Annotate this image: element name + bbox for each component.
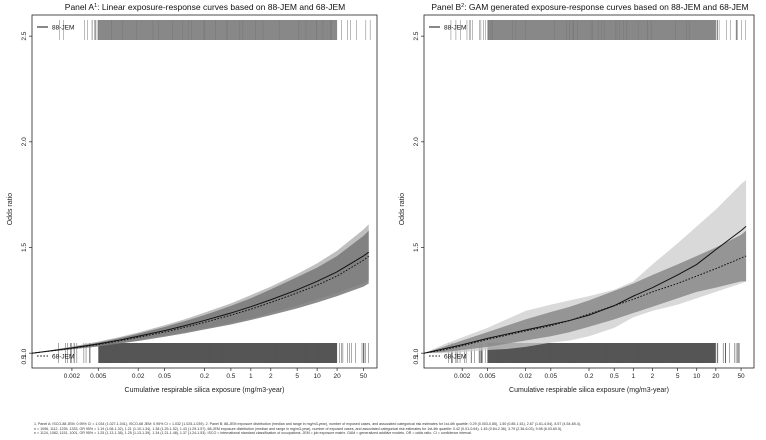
y-tick-label: 1.0 — [413, 348, 420, 357]
rug-bottom-dense — [98, 343, 338, 363]
rug-bottom-dense — [487, 343, 716, 363]
x-tick-label: 0.02 — [519, 373, 532, 380]
y-tick-label: 0.5 — [21, 355, 28, 364]
x-tick-label: 0.2 — [200, 373, 209, 380]
x-tick-label: 2 — [651, 373, 655, 380]
x-tick-label: 0.02 — [132, 373, 145, 380]
x-tick-label: 50 — [737, 373, 745, 380]
series-line-68-jem — [31, 255, 370, 354]
x-tick-label: 0.002 — [454, 373, 471, 380]
y-tick-label: 1.5 — [413, 243, 420, 252]
y-tick-label: 2.5 — [21, 31, 28, 40]
panel-title: Panel B2: GAM generated exposure-respons… — [431, 2, 748, 12]
rug-top — [59, 20, 371, 40]
x-tick-label: 0.005 — [90, 373, 107, 380]
x-tick-label: 1 — [249, 373, 253, 380]
y-tick-label: 2.0 — [413, 137, 420, 146]
footnote: 1. Panel A: ISCO-88 JEM: 0.95% CI = 1.03… — [34, 422, 754, 436]
legend-label-68-jem: 68-JEM — [444, 354, 466, 361]
x-tick-label: 10 — [314, 373, 322, 380]
series-line-68-jem — [423, 255, 747, 354]
rug-top — [450, 20, 746, 40]
x-tick-label: 0.5 — [610, 373, 619, 380]
x-tick-label: 0.2 — [584, 373, 593, 380]
x-tick-label: 0.5 — [226, 373, 235, 380]
ci-band-68-jem — [32, 230, 369, 354]
series-line-88-jem — [31, 251, 370, 354]
x-axis-label: Cumulative respirable silica exposure (m… — [125, 387, 285, 394]
footnote-line-3: n = 1124, 1082, 1151, 1001, OR 95% = 1.2… — [34, 431, 472, 436]
x-tick-label: 50 — [360, 373, 368, 380]
series-line-88-jem — [423, 225, 747, 354]
y-tick-label: 2.5 — [413, 31, 420, 40]
footnote-line-1: 1. Panel A: ISCO-88 JEM: 0.95% CI = 1.03… — [34, 422, 581, 426]
x-tick-label: 5 — [676, 373, 680, 380]
panel-b: Panel B2: GAM generated exposure-respons… — [399, 2, 755, 394]
panel-title: Panel A1: Linear exposure-response curve… — [65, 2, 345, 12]
x-tick-label: 5 — [295, 373, 299, 380]
y-tick-label: 0.5 — [413, 355, 420, 364]
ci-band-68-jem — [424, 230, 747, 354]
y-tick-label: 1.5 — [21, 243, 28, 252]
rug-top-dense — [98, 20, 338, 40]
y-axis-label: Odds ratio — [399, 193, 406, 225]
x-tick-label: 20 — [712, 373, 720, 380]
x-tick-label: 0.05 — [158, 373, 171, 380]
legend-label-88-jem: 88-JEM — [444, 25, 466, 32]
x-tick-label: 0.002 — [64, 373, 81, 380]
rug-bottom — [58, 343, 369, 363]
panel-a: Panel A1: Linear exposure-response curve… — [7, 2, 378, 394]
legend-label-68-jem: 68-JEM — [52, 354, 74, 361]
y-axis-label: Odds ratio — [7, 193, 14, 225]
x-tick-label: 20 — [333, 373, 341, 380]
y-tick-label: 2.0 — [21, 137, 28, 146]
x-axis-label: Cumulative respirable silica exposure (m… — [509, 387, 669, 394]
legend-label-88-jem: 88-JEM — [52, 25, 74, 32]
x-tick-label: 1 — [632, 373, 636, 380]
x-tick-label: 0.05 — [544, 373, 557, 380]
y-tick-label: 1.0 — [21, 348, 28, 357]
x-tick-label: 0.005 — [479, 373, 496, 380]
footnote-line-2: n = 1096, 1112, 1235, 1333, OR 95% = 1.1… — [34, 426, 563, 431]
x-tick-label: 10 — [693, 373, 701, 380]
x-tick-label: 2 — [269, 373, 273, 380]
